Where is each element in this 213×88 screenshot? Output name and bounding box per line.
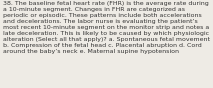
Text: 38. The baseline fetal heart rate (FHR) is the average rate during
a 10-minute s: 38. The baseline fetal heart rate (FHR) … xyxy=(3,1,210,54)
